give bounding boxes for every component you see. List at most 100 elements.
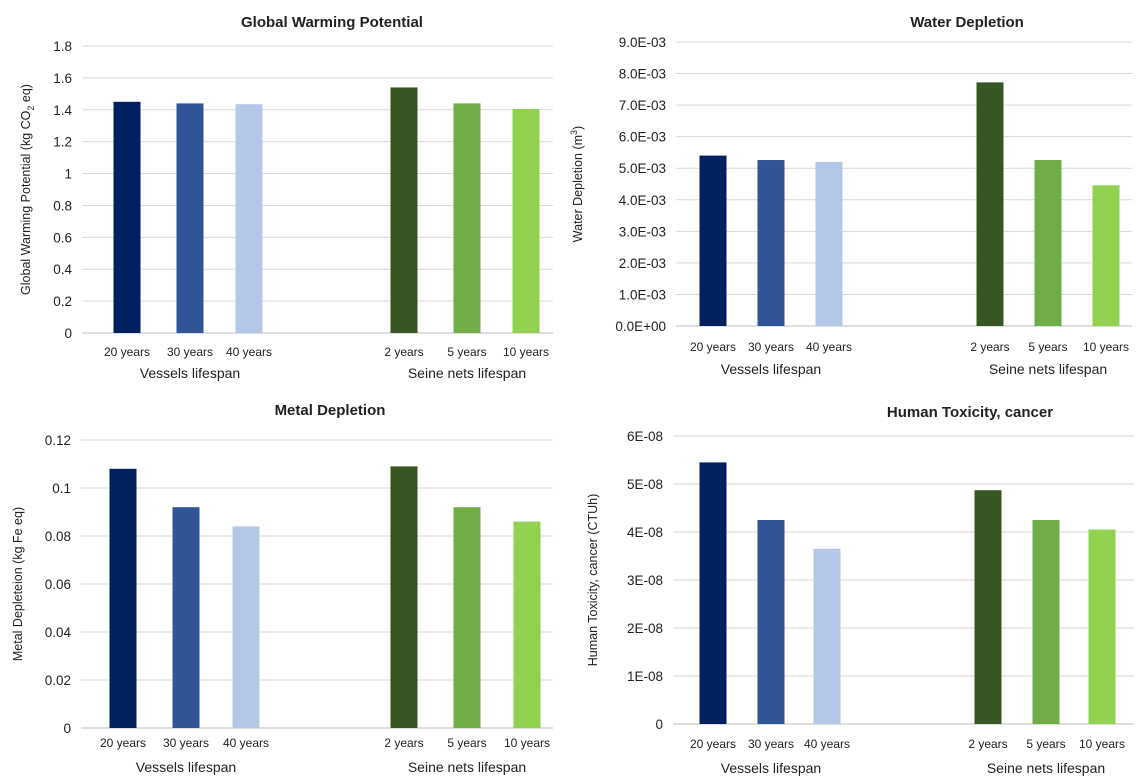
x-group-label: Seine nets lifespan	[408, 759, 526, 775]
y-tick-label: 4E-08	[627, 525, 663, 540]
bar-seine-nets-lifespan-5-years	[453, 507, 481, 728]
x-category-label: 30 years	[748, 737, 794, 751]
x-category-label: 2 years	[384, 345, 423, 359]
y-tick-label: 9.0E-03	[619, 35, 666, 50]
x-category-label: 2 years	[384, 736, 423, 750]
bar-vessels-lifespan-30-years	[757, 160, 785, 326]
y-tick-label: 1E-08	[627, 669, 663, 684]
y-tick-label: 0	[64, 326, 72, 341]
y-tick-label: 5.0E-03	[619, 161, 666, 176]
bar-seine-nets-lifespan-2-years	[390, 87, 418, 333]
bar-vessels-lifespan-40-years	[815, 161, 843, 326]
x-category-label: 10 years	[1079, 737, 1125, 751]
bar-seine-nets-lifespan-5-years	[453, 103, 481, 334]
y-axis-title-part: Global Warming Potential (kg CO	[19, 110, 33, 295]
y-tick-label: 0.08	[45, 529, 71, 544]
y-axis-title-part: Water Depletion (m	[571, 135, 585, 242]
x-category-label: 2 years	[970, 340, 1009, 354]
y-tick-label: 0.1	[52, 481, 71, 496]
y-tick-label: 0.02	[45, 673, 71, 688]
x-category-label: 30 years	[748, 340, 794, 354]
x-group-label: Seine nets lifespan	[987, 760, 1105, 776]
x-category-label: 40 years	[223, 736, 269, 750]
x-category-label: 30 years	[163, 736, 209, 750]
bar-seine-nets-lifespan-10-years	[512, 108, 540, 333]
x-category-label: 5 years	[447, 736, 486, 750]
y-axis-title-part: eq)	[19, 84, 33, 106]
y-tick-label: 1.6	[53, 71, 72, 86]
bar-vessels-lifespan-20-years	[699, 462, 727, 724]
y-axis-title: Water Depletion (m3)	[569, 126, 585, 242]
bar-vessels-lifespan-20-years	[113, 101, 141, 333]
y-tick-label: 6.0E-03	[619, 130, 666, 145]
y-tick-label: 1.8	[53, 39, 72, 54]
y-axis-title: Metal Depleteion (kg Fe eq)	[11, 507, 25, 661]
y-tick-label: 3.0E-03	[619, 224, 666, 239]
x-category-label: 30 years	[167, 345, 213, 359]
bar-vessels-lifespan-20-years	[109, 468, 137, 728]
y-tick-label: 0.8	[53, 198, 72, 213]
bar-seine-nets-lifespan-2-years	[390, 466, 418, 728]
bar-seine-nets-lifespan-10-years	[1092, 185, 1120, 326]
x-category-label: 5 years	[1028, 340, 1067, 354]
y-axis-title: Human Toxicity, cancer (CTUh)	[586, 494, 600, 667]
bar-vessels-lifespan-40-years	[232, 526, 260, 728]
y-tick-label: 0.12	[45, 433, 71, 448]
y-tick-label: 1.0E-03	[619, 287, 666, 302]
x-category-label: 10 years	[504, 736, 550, 750]
bar-vessels-lifespan-40-years	[235, 104, 263, 333]
chart-svg: Global Warming Potential 0 0.2 0.4 0.6 0.8 1 1.…	[19, 14, 553, 381]
y-axis-title-part: )	[571, 126, 585, 130]
y-axis-title-part: 2	[26, 106, 36, 111]
y-tick-label: 8.0E-03	[619, 67, 666, 82]
x-category-label: 10 years	[503, 345, 549, 359]
bar-vessels-lifespan-30-years	[172, 507, 200, 728]
y-tick-label: 2.0E-03	[619, 256, 666, 271]
chart-human-toxicity-cancer: Human Toxicity, cancer 0 1E-08 2E-08 3E-08 4E…	[565, 390, 1137, 777]
bar-vessels-lifespan-30-years	[176, 103, 204, 334]
bar-seine-nets-lifespan-10-years	[1088, 529, 1116, 724]
x-group-label: Seine nets lifespan	[989, 361, 1107, 377]
x-category-label: 20 years	[100, 736, 146, 750]
bar-vessels-lifespan-30-years	[757, 520, 785, 724]
x-category-label: 2 years	[968, 737, 1007, 751]
x-category-label: 40 years	[806, 340, 852, 354]
y-tick-label: 6E-08	[627, 429, 663, 444]
bar-vessels-lifespan-20-years	[699, 155, 727, 326]
chart-global-warming-potential: Global Warming Potential 0 0.2 0.4 0.6 0.8 1 1.…	[0, 0, 565, 390]
chart-svg: Metal Depletion 0 0.02 0.04 0.06 0.08 0.1 0.12 M…	[11, 402, 553, 775]
x-group-label: Vessels lifespan	[140, 365, 240, 381]
y-axis-title-part: 3	[569, 130, 579, 135]
x-group-label: Seine nets lifespan	[408, 365, 526, 381]
y-tick-label: 0.2	[53, 294, 72, 309]
x-category-label: 20 years	[104, 345, 150, 359]
bar-seine-nets-lifespan-2-years	[974, 490, 1002, 724]
x-category-label: 40 years	[226, 345, 272, 359]
x-category-label: 20 years	[690, 340, 736, 354]
chart-svg: Human Toxicity, cancer 0 1E-08 2E-08 3E-08 4E…	[586, 404, 1134, 776]
y-tick-label: 5E-08	[627, 477, 663, 492]
y-axis-title-part: Human Toxicity, cancer (CTUh)	[586, 494, 600, 667]
y-tick-label: 1	[64, 167, 72, 182]
y-axis-title-part: Metal Depleteion (kg Fe eq)	[11, 507, 25, 661]
y-tick-label: 2E-08	[627, 621, 663, 636]
y-tick-label: 7.0E-03	[619, 98, 666, 113]
bar-seine-nets-lifespan-2-years	[976, 82, 1004, 326]
y-tick-label: 1.4	[53, 103, 72, 118]
chart-water-depletion: Water Depletion 0.0E+00 1.0E-03 2.0E-03 3.0E…	[565, 0, 1137, 390]
x-category-label: 20 years	[690, 737, 736, 751]
y-tick-label: 0.4	[53, 262, 72, 277]
bar-seine-nets-lifespan-5-years	[1032, 520, 1060, 724]
chart-title: Global Warming Potential	[241, 14, 423, 31]
x-category-label: 10 years	[1083, 340, 1129, 354]
y-axis-title: Global Warming Potential (kg CO2 eq)	[19, 84, 36, 295]
y-tick-label: 0	[655, 717, 663, 732]
chart-metal-depletion: Metal Depletion 0 0.02 0.04 0.06 0.08 0.1 0.12 M…	[0, 390, 565, 777]
x-category-label: 5 years	[1026, 737, 1065, 751]
y-tick-label: 0.0E+00	[615, 319, 666, 334]
chart-title: Metal Depletion	[275, 402, 386, 419]
chart-title: Human Toxicity, cancer	[887, 404, 1053, 421]
y-tick-label: 0.04	[45, 625, 72, 640]
y-tick-label: 1.2	[53, 135, 72, 150]
